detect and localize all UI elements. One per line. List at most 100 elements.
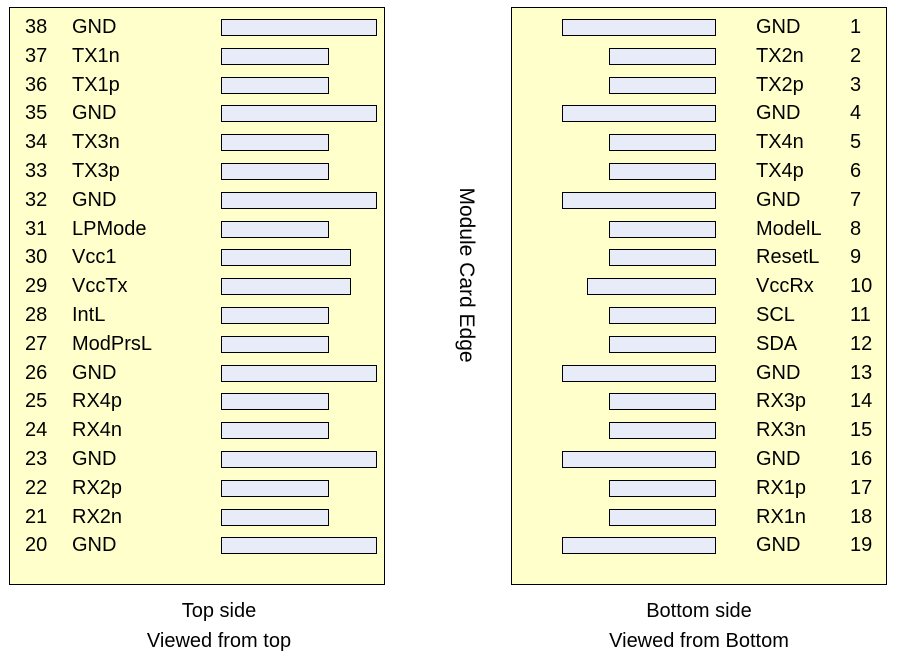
pin-row: 23 GND: [10, 448, 384, 470]
pin-number: 29: [25, 275, 48, 298]
pin-signal-name: TX3p: [72, 160, 120, 182]
contact-pad: [562, 451, 716, 468]
pin-signal-name: TX4p: [756, 160, 804, 182]
pin-row: 1 GND: [512, 16, 886, 38]
contact-pad: [609, 307, 716, 324]
bottom-side-caption-title: Bottom side: [646, 600, 752, 622]
pin-row: 19 GND: [512, 534, 886, 556]
pin-row: 10 VccRx: [512, 275, 886, 297]
pin-number: 21: [25, 505, 48, 528]
pin-row: 37 TX1n: [10, 45, 384, 67]
pin-row: 25 RX4p: [10, 390, 384, 412]
pin-signal-name: VccRx: [756, 275, 814, 298]
pin-signal-name: RX4p: [72, 390, 123, 413]
contact-pad: [587, 278, 716, 296]
pin-number: 1: [850, 16, 862, 38]
pin-signal-name: GND: [72, 448, 117, 470]
pin-number: 16: [850, 448, 873, 470]
contact-pad: [221, 220, 329, 238]
contact-pad: [609, 76, 716, 94]
pin-row: 6 TX4p: [512, 160, 886, 182]
pin-signal-name: GND: [756, 102, 801, 125]
pin-row: 7 GND: [512, 189, 886, 211]
pin-signal-name: GND: [72, 534, 117, 557]
bottom-side-panel: 1 GND 2 TX2n 3 TX2p 4 GND 5 TX4n 6 TX4p 7 GND 8 ModelL 9…: [511, 7, 887, 585]
pin-number: 6: [850, 160, 862, 182]
contact-pad: [221, 191, 377, 209]
pin-signal-name: IntL: [72, 304, 106, 326]
pin-row: 29 VccTx: [10, 275, 384, 297]
pin-row: 9 ResetL: [512, 246, 886, 268]
pin-number: 15: [850, 419, 873, 442]
pin-number: 31: [25, 217, 48, 240]
module-card-edge-label: Module Card Edge: [455, 187, 478, 363]
pin-signal-name: GND: [756, 448, 801, 470]
contact-pad: [609, 47, 716, 65]
pin-number: 28: [25, 304, 48, 326]
pin-signal-name: GND: [756, 16, 801, 38]
pin-signal-name: SDA: [756, 332, 798, 355]
pin-signal-name: GND: [72, 361, 117, 384]
pin-number: 14: [850, 390, 873, 413]
pin-row: 5 TX4n: [512, 131, 886, 153]
pin-signal-name: ModPrsL: [72, 332, 153, 355]
pin-signal-name: GND: [72, 16, 117, 38]
pin-row: 22 RX2p: [10, 477, 384, 499]
pin-row: 17 RX1p: [512, 477, 886, 499]
pin-row: 2 TX2n: [512, 45, 886, 67]
pin-number: 11: [850, 304, 871, 326]
pin-row: 13 GND: [512, 362, 886, 384]
pin-row: 11 SCL: [512, 304, 886, 326]
pin-row: 38 GND: [10, 16, 384, 38]
pin-row: 33 TX3p: [10, 160, 384, 182]
pin-row: 36 TX1p: [10, 74, 384, 96]
pin-number: 4: [850, 102, 862, 125]
contact-pad: [221, 537, 377, 555]
pin-number: 24: [25, 419, 48, 442]
pin-number: 25: [25, 390, 48, 413]
pin-signal-name: RX1n: [756, 505, 807, 528]
pin-number: 17: [850, 476, 873, 499]
pin-number: 2: [850, 44, 862, 67]
contact-pad: [221, 76, 329, 94]
contact-pad: [221, 422, 329, 440]
contact-pad: [221, 335, 329, 353]
contact-pad: [221, 364, 377, 382]
pin-number: 27: [25, 332, 48, 355]
pin-signal-name: TX2n: [756, 44, 804, 67]
contact-pad: [562, 19, 716, 36]
pin-number: 30: [25, 246, 48, 269]
contact-pad: [221, 393, 329, 411]
contact-pad: [562, 191, 716, 209]
contact-pad: [609, 134, 716, 152]
pin-signal-name: ModelL: [756, 217, 822, 240]
pin-number: 33: [25, 160, 48, 182]
pin-number: 38: [25, 16, 48, 38]
pin-number: 7: [850, 188, 862, 211]
pin-number: 20: [25, 534, 48, 557]
pin-signal-name: GND: [72, 188, 117, 211]
pin-signal-name: RX3n: [756, 419, 807, 442]
contact-pad: [221, 134, 329, 152]
top-side-caption: Top side Viewed from top: [31, 596, 407, 656]
pin-signal-name: RX2p: [72, 476, 123, 499]
pin-signal-name: ResetL: [756, 246, 820, 269]
pin-signal-name: RX1p: [756, 476, 807, 499]
pin-row: 21 RX2n: [10, 506, 384, 528]
pin-signal-name: GND: [72, 102, 117, 125]
pin-number: 12: [850, 332, 873, 355]
pin-number: 22: [25, 476, 48, 499]
pin-row: 35 GND: [10, 102, 384, 124]
pin-row: 8 ModelL: [512, 218, 886, 240]
pin-number: 3: [850, 73, 862, 96]
contact-pad: [609, 479, 716, 497]
contact-pad: [609, 249, 716, 267]
pin-signal-name: GND: [756, 534, 801, 557]
contact-pad: [609, 422, 716, 440]
contact-pad: [221, 307, 329, 324]
contact-pad: [609, 163, 716, 180]
contact-pad: [562, 364, 716, 382]
contact-pad: [609, 220, 716, 238]
pin-row: 31 LPMode: [10, 218, 384, 240]
bottom-side-caption: Bottom side Viewed from Bottom: [511, 596, 887, 656]
